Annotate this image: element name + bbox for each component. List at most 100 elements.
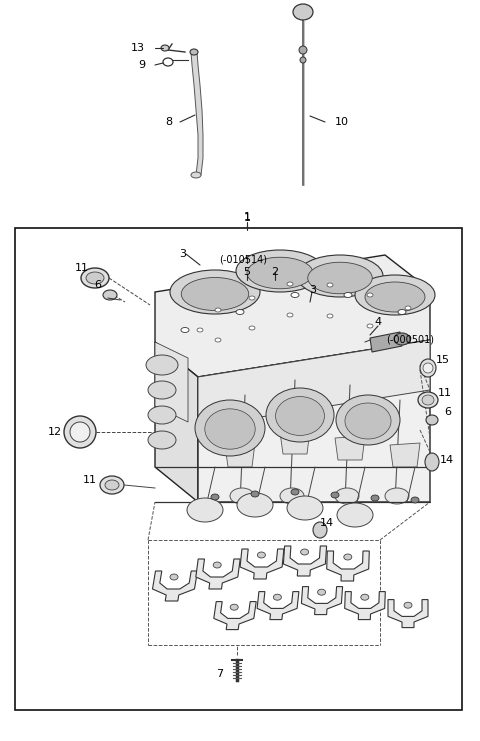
Ellipse shape <box>146 355 178 375</box>
Text: (-000501): (-000501) <box>386 335 434 345</box>
Bar <box>15 228 462 710</box>
Ellipse shape <box>423 363 433 373</box>
Ellipse shape <box>287 313 293 317</box>
Polygon shape <box>155 342 198 502</box>
Text: 1: 1 <box>243 212 251 222</box>
Ellipse shape <box>336 395 400 445</box>
Polygon shape <box>198 340 430 502</box>
Text: 5: 5 <box>243 267 251 277</box>
Ellipse shape <box>365 282 425 312</box>
Polygon shape <box>370 332 402 352</box>
Ellipse shape <box>237 493 273 517</box>
Ellipse shape <box>418 392 438 408</box>
Ellipse shape <box>297 255 383 297</box>
Text: 10: 10 <box>335 117 349 127</box>
Ellipse shape <box>148 381 176 399</box>
Ellipse shape <box>230 488 254 504</box>
Ellipse shape <box>215 308 221 312</box>
Ellipse shape <box>195 400 265 456</box>
Ellipse shape <box>103 290 117 300</box>
Text: 3: 3 <box>310 285 316 295</box>
Ellipse shape <box>426 415 438 425</box>
Polygon shape <box>155 342 188 422</box>
Text: 6: 6 <box>444 407 452 417</box>
Text: 12: 12 <box>48 427 62 437</box>
Ellipse shape <box>191 172 201 178</box>
Ellipse shape <box>287 496 323 520</box>
Ellipse shape <box>313 522 327 538</box>
Polygon shape <box>283 546 326 576</box>
Ellipse shape <box>287 282 293 286</box>
Text: 11: 11 <box>438 388 452 398</box>
Polygon shape <box>301 587 343 614</box>
Ellipse shape <box>148 406 176 424</box>
Ellipse shape <box>170 574 178 580</box>
Ellipse shape <box>355 275 435 315</box>
Ellipse shape <box>105 480 119 490</box>
Polygon shape <box>153 571 197 601</box>
Ellipse shape <box>398 310 406 314</box>
Ellipse shape <box>335 488 359 504</box>
Ellipse shape <box>161 45 169 51</box>
Text: 13: 13 <box>131 43 145 53</box>
Ellipse shape <box>247 257 313 289</box>
Ellipse shape <box>70 422 90 442</box>
Ellipse shape <box>345 403 391 439</box>
Text: 14: 14 <box>320 518 334 528</box>
Polygon shape <box>198 340 430 427</box>
Ellipse shape <box>411 497 419 503</box>
Ellipse shape <box>190 49 198 55</box>
Polygon shape <box>257 591 299 619</box>
Ellipse shape <box>211 494 219 500</box>
Text: 8: 8 <box>165 117 172 127</box>
Text: 15: 15 <box>436 355 450 365</box>
Ellipse shape <box>327 283 333 287</box>
Text: 7: 7 <box>216 669 224 679</box>
Ellipse shape <box>274 594 281 600</box>
Ellipse shape <box>64 416 96 448</box>
Ellipse shape <box>181 328 189 333</box>
Polygon shape <box>196 559 240 589</box>
Polygon shape <box>390 443 420 467</box>
Text: 11: 11 <box>83 475 97 485</box>
Ellipse shape <box>422 395 434 405</box>
Ellipse shape <box>318 589 325 595</box>
Polygon shape <box>214 602 256 630</box>
Text: 1: 1 <box>243 213 251 223</box>
Text: (-010514): (-010514) <box>219 255 267 265</box>
Polygon shape <box>280 430 310 454</box>
Ellipse shape <box>215 338 221 342</box>
Ellipse shape <box>86 272 104 284</box>
Ellipse shape <box>187 498 223 522</box>
Ellipse shape <box>280 488 304 504</box>
Ellipse shape <box>257 552 265 558</box>
Ellipse shape <box>181 277 249 310</box>
Text: 9: 9 <box>138 60 145 70</box>
Ellipse shape <box>205 409 255 449</box>
Ellipse shape <box>300 549 309 555</box>
Ellipse shape <box>331 492 339 498</box>
Ellipse shape <box>236 250 324 292</box>
Ellipse shape <box>344 293 352 297</box>
Text: 14: 14 <box>440 455 454 465</box>
Ellipse shape <box>371 495 379 501</box>
Ellipse shape <box>230 604 238 610</box>
Ellipse shape <box>276 396 324 436</box>
Ellipse shape <box>293 4 313 20</box>
Ellipse shape <box>425 453 439 471</box>
Ellipse shape <box>100 476 124 494</box>
Ellipse shape <box>344 554 352 560</box>
Polygon shape <box>335 436 365 460</box>
Ellipse shape <box>197 328 203 332</box>
Ellipse shape <box>308 262 372 293</box>
Text: 6: 6 <box>95 280 101 290</box>
Ellipse shape <box>367 293 373 297</box>
Ellipse shape <box>337 503 373 527</box>
Ellipse shape <box>266 388 334 442</box>
Polygon shape <box>388 599 428 628</box>
Ellipse shape <box>249 296 255 300</box>
Ellipse shape <box>249 326 255 330</box>
Ellipse shape <box>404 602 412 608</box>
Polygon shape <box>155 255 430 377</box>
Polygon shape <box>327 551 369 581</box>
